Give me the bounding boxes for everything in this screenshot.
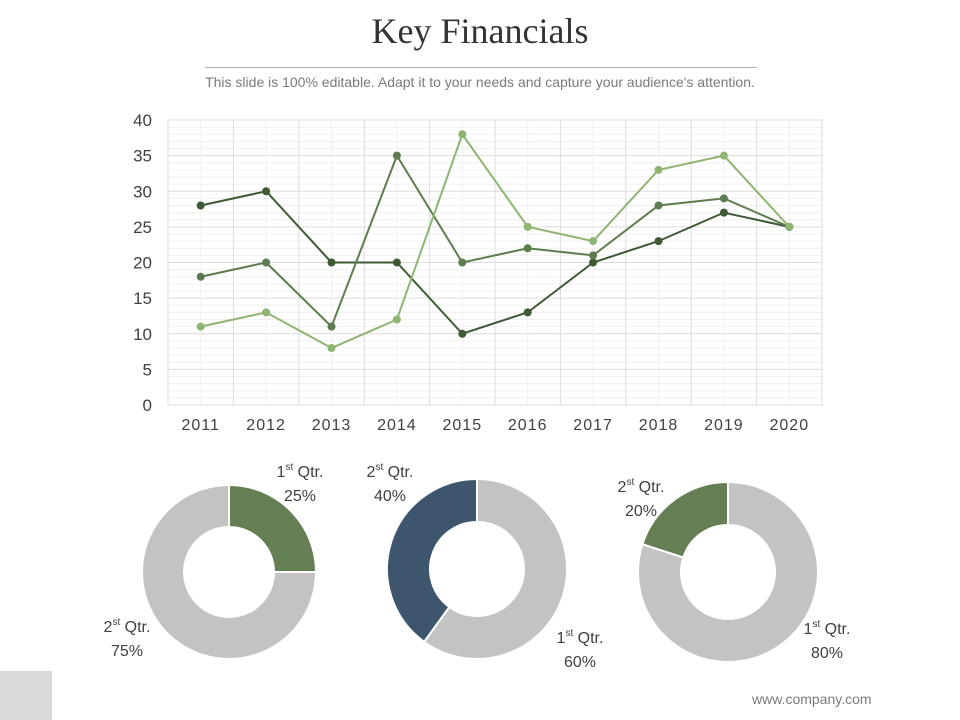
data-point xyxy=(654,237,663,246)
donut-chart-1: 1st Qtr. 25% 2st Qtr. 75% xyxy=(104,462,324,660)
x-tick-label: 2018 xyxy=(639,417,679,434)
slice-label: 2st Qtr. xyxy=(367,462,414,481)
slice-percent-label: 25% xyxy=(284,488,316,505)
data-point xyxy=(589,251,598,260)
slice-percent-label: 40% xyxy=(374,488,406,505)
data-point xyxy=(458,130,467,139)
donut-slice xyxy=(641,480,729,559)
line-series-3 xyxy=(196,130,794,352)
data-point xyxy=(523,222,532,231)
data-point xyxy=(262,187,271,196)
donut-slice xyxy=(637,480,819,663)
title-divider xyxy=(205,67,757,68)
data-point xyxy=(196,201,205,210)
series-line xyxy=(200,153,790,329)
slice-label: 1st Qtr. xyxy=(557,628,604,647)
y-tick-label: 30 xyxy=(133,182,152,201)
data-point xyxy=(392,151,401,160)
x-tick-label: 2013 xyxy=(312,417,352,434)
data-point xyxy=(719,208,728,217)
y-tick-label: 40 xyxy=(133,111,152,130)
donut-chart-3: 1st Qtr. 80% 2st Qtr. 20% xyxy=(618,477,851,663)
slice-percent-label: 20% xyxy=(625,503,657,520)
data-point xyxy=(262,258,271,267)
data-point xyxy=(589,258,598,267)
x-tick-label: 2011 xyxy=(181,417,219,434)
y-tick-label: 25 xyxy=(133,218,152,237)
data-point xyxy=(719,194,728,203)
donut-slice xyxy=(228,483,318,573)
data-point xyxy=(262,308,271,317)
x-tick-label: 2016 xyxy=(508,417,548,434)
data-point xyxy=(458,258,467,267)
donut-slice xyxy=(422,477,568,660)
series-line xyxy=(200,132,791,350)
data-point xyxy=(523,244,532,253)
data-point xyxy=(589,237,598,246)
x-tick-label: 2020 xyxy=(770,417,810,434)
page-subtitle: This slide is 100% editable. Adapt it to… xyxy=(205,74,755,90)
data-point xyxy=(654,201,663,210)
slice-label: 1st Qtr. xyxy=(277,462,324,481)
x-tick-label: 2014 xyxy=(377,417,417,434)
data-point xyxy=(196,272,205,281)
x-tick-label: 2017 xyxy=(573,417,613,434)
y-tick-label: 0 xyxy=(143,396,152,415)
corner-decoration xyxy=(0,671,52,720)
donut-chart-2: 1st Qtr. 60% 2st Qtr. 40% xyxy=(367,462,604,671)
slice-percent-label: 75% xyxy=(111,643,143,660)
data-point xyxy=(719,151,728,160)
x-tick-label: 2015 xyxy=(443,417,483,434)
donut-slice xyxy=(141,483,318,660)
series-line xyxy=(200,190,790,335)
slice-percent-label: 80% xyxy=(811,645,843,662)
y-tick-label: 5 xyxy=(143,360,152,379)
data-point xyxy=(458,329,467,338)
page-title: Key Financials xyxy=(371,11,589,51)
y-tick-label: 15 xyxy=(133,289,152,308)
line-series-2 xyxy=(196,151,794,331)
slice-label: 1st Qtr. xyxy=(804,619,851,638)
data-point xyxy=(327,344,336,352)
slice-label: 2st Qtr. xyxy=(618,477,665,496)
data-point xyxy=(785,222,794,231)
x-tick-label: 2012 xyxy=(246,417,286,434)
data-point xyxy=(523,308,532,317)
data-point xyxy=(327,322,336,331)
data-point xyxy=(392,258,401,267)
data-point xyxy=(392,315,401,324)
y-tick-label: 35 xyxy=(133,147,152,166)
x-tick-label: 2019 xyxy=(704,417,744,434)
footer-website: www.company.com xyxy=(752,691,872,707)
slice-percent-label: 60% xyxy=(564,654,596,671)
data-point xyxy=(196,322,205,331)
donut-slice xyxy=(386,477,478,644)
data-point xyxy=(327,258,336,267)
data-point xyxy=(654,165,663,174)
gridlines xyxy=(167,119,823,406)
slice-label: 2st Qtr. xyxy=(104,617,151,636)
y-tick-label: 20 xyxy=(133,254,152,273)
y-tick-label: 10 xyxy=(133,325,152,344)
